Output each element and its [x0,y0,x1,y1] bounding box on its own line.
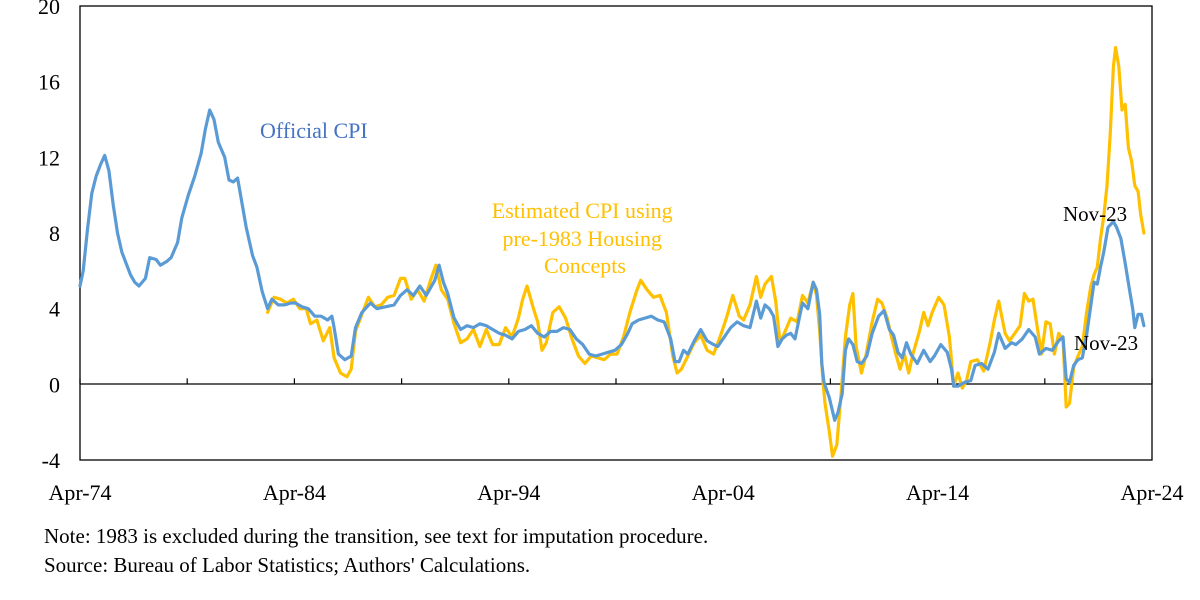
official-cpi-label: Official CPI [260,118,368,143]
source-text: Source: Bureau of Labor Statistics; Auth… [44,553,531,577]
official-nov23-label: Nov-23 [1074,331,1138,355]
y-tick-label: 16 [38,70,60,95]
chart-notes: Note: 1983 is excluded during the transi… [44,522,708,580]
y-tick-label: 8 [49,221,60,246]
y-tick-label: 0 [49,372,60,397]
estimated-cpi-label: Estimated CPI using pre-1983 Housing Con… [492,198,678,278]
note-text: Note: 1983 is excluded during the transi… [44,524,709,548]
x-axis-ticks: Apr-74 Apr-84 Apr-94 Apr-04 Apr-14 Apr-24 [48,378,1184,505]
series-layer [78,46,1146,458]
estimated-nov23-label: Nov-23 [1063,202,1127,226]
x-tick-label: Apr-04 [692,480,755,505]
estimated-cpi-label-line-2: pre-1983 Housing [503,226,662,251]
x-tick-label: Apr-14 [906,480,969,505]
y-tick-label: -4 [42,448,60,473]
estimated-cpi-label-line-3: Concepts [544,253,626,278]
y-tick-label: 12 [38,145,60,170]
x-tick-label: Apr-94 [477,480,540,505]
y-tick-label: 20 [38,0,60,19]
plot-area-border [79,5,1153,461]
estimated-cpi-label-line-1: Estimated CPI using [492,198,673,223]
x-tick-label: Apr-84 [263,480,326,505]
official-cpi-line [78,108,1146,422]
x-tick-label: Apr-24 [1120,480,1183,505]
estimated-cpi-line [266,46,1146,458]
x-tick-label: Apr-74 [48,480,111,505]
y-axis-ticks: -4 0 4 8 12 16 20 [38,0,60,473]
y-tick-label: 4 [49,297,60,322]
